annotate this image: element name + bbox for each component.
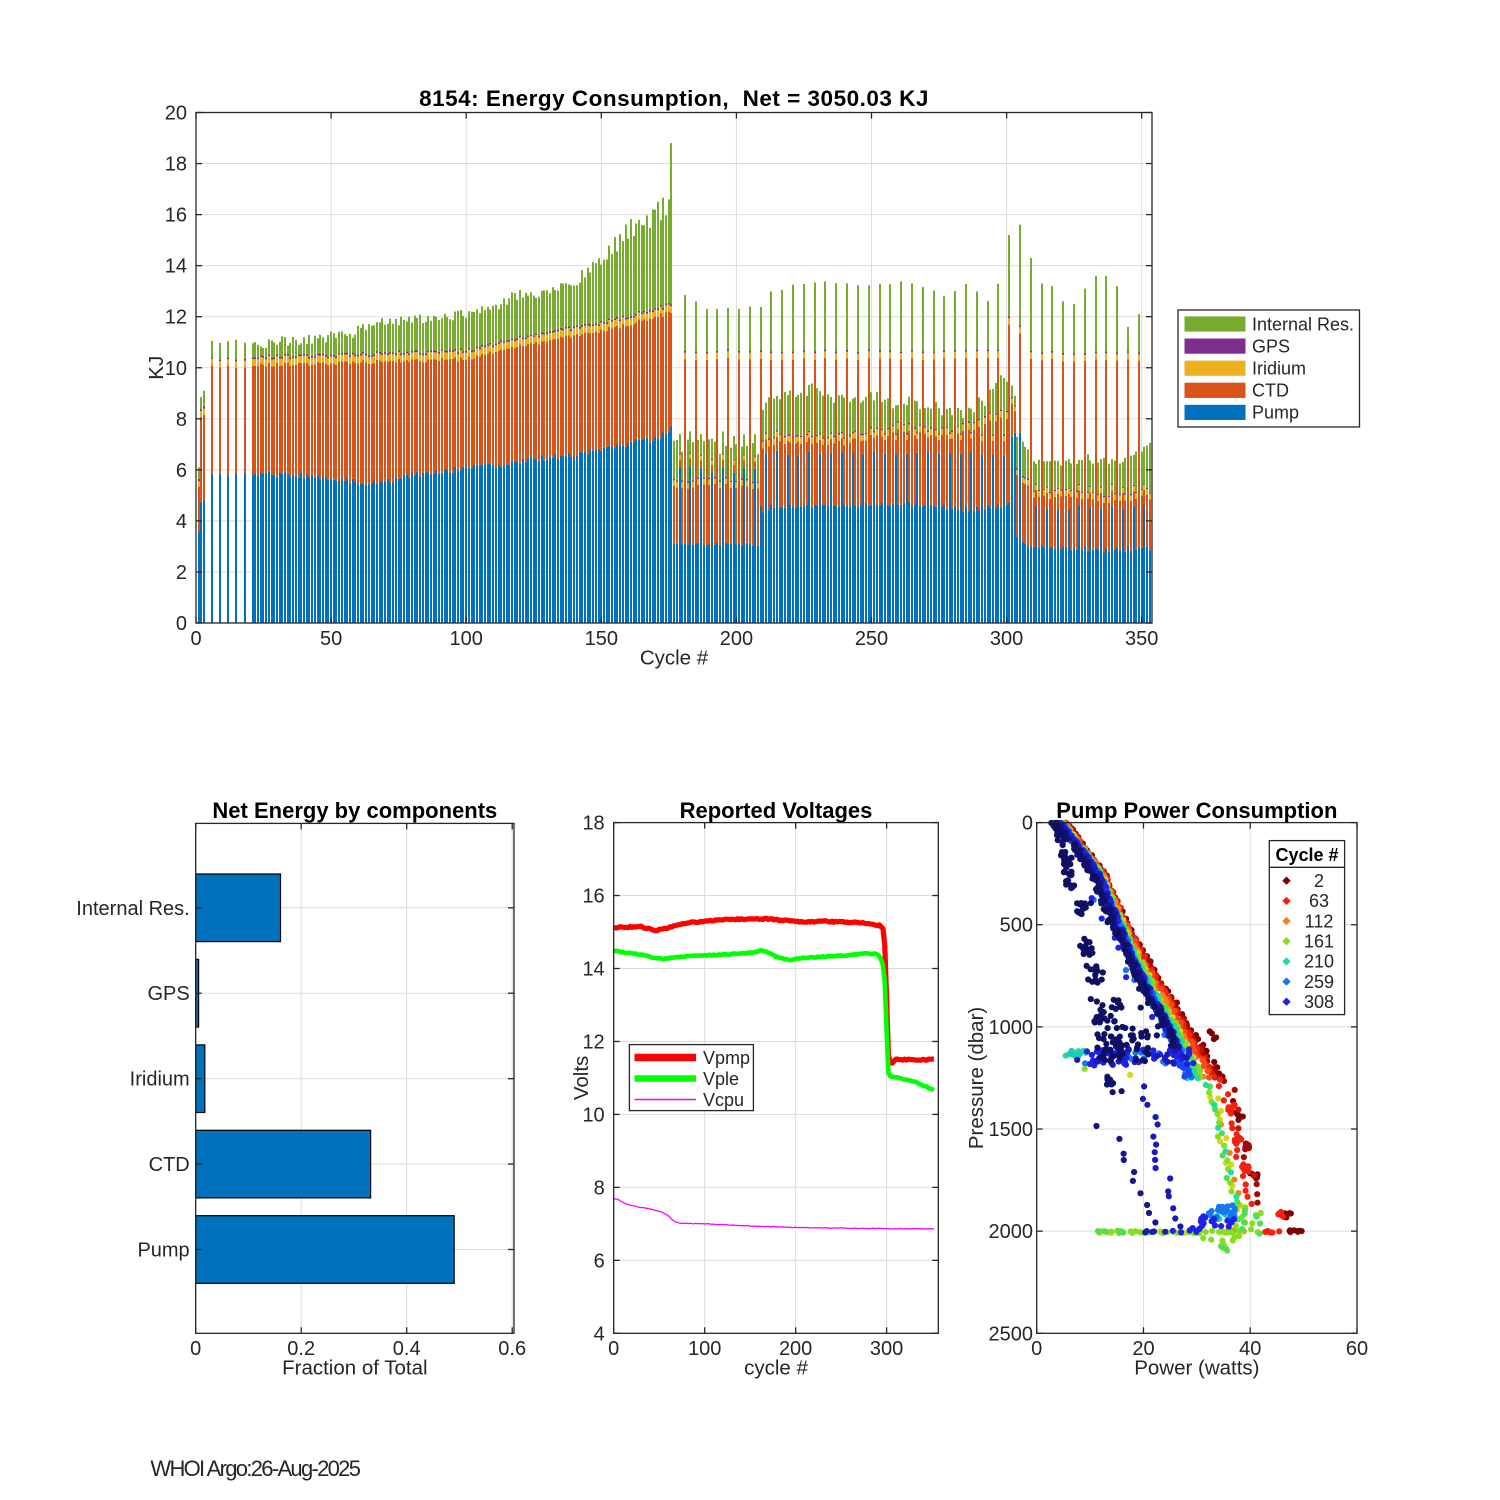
- svg-text:210: 210: [1304, 952, 1334, 972]
- svg-text:60: 60: [1346, 1338, 1368, 1360]
- svg-text:2: 2: [1314, 871, 1324, 891]
- svg-text:308: 308: [1304, 992, 1334, 1012]
- svg-text:0: 0: [608, 1338, 619, 1360]
- svg-text:2: 2: [176, 562, 187, 584]
- svg-text:Vple: Vple: [703, 1069, 739, 1089]
- svg-text:2000: 2000: [989, 1221, 1034, 1243]
- svg-text:500: 500: [1000, 915, 1033, 937]
- svg-text:40: 40: [1239, 1338, 1261, 1360]
- svg-text:20: 20: [1132, 1338, 1154, 1360]
- svg-text:Cycle #: Cycle #: [1275, 845, 1338, 865]
- svg-text:250: 250: [855, 628, 888, 650]
- svg-text:0: 0: [190, 1338, 201, 1360]
- svg-text:200: 200: [779, 1338, 812, 1360]
- svg-text:10: 10: [582, 1104, 604, 1126]
- svg-text:6: 6: [594, 1250, 605, 1272]
- svg-text:KJ: KJ: [145, 356, 168, 380]
- svg-text:Pump: Pump: [137, 1240, 189, 1262]
- svg-text:Iridium: Iridium: [1252, 359, 1306, 379]
- svg-text:63: 63: [1309, 891, 1329, 911]
- svg-text:0: 0: [1022, 813, 1033, 835]
- svg-text:112: 112: [1305, 911, 1334, 931]
- svg-text:1500: 1500: [989, 1119, 1034, 1141]
- svg-text:Pump Power Consumption: Pump Power Consumption: [1056, 798, 1337, 823]
- svg-text:GPS: GPS: [1252, 336, 1290, 356]
- svg-text:cycle #: cycle #: [744, 1356, 808, 1379]
- svg-text:0.6: 0.6: [498, 1338, 526, 1360]
- svg-text:8: 8: [594, 1177, 605, 1199]
- svg-text:12: 12: [165, 307, 187, 329]
- svg-text:10: 10: [165, 358, 187, 380]
- svg-text:Vpmp: Vpmp: [703, 1048, 750, 1068]
- svg-text:6: 6: [176, 460, 187, 482]
- svg-text:14: 14: [165, 256, 187, 278]
- svg-text:CTD: CTD: [149, 1154, 190, 1176]
- svg-text:150: 150: [585, 628, 618, 650]
- svg-text:14: 14: [582, 959, 604, 981]
- svg-text:Reported Voltages: Reported Voltages: [680, 798, 873, 823]
- svg-text:18: 18: [165, 154, 187, 176]
- svg-text:Power (watts): Power (watts): [1134, 1356, 1259, 1379]
- svg-text:CTD: CTD: [1252, 381, 1289, 401]
- svg-text:12: 12: [582, 1031, 604, 1053]
- svg-text:300: 300: [870, 1338, 903, 1360]
- svg-text:4: 4: [176, 511, 187, 533]
- svg-text:8: 8: [176, 409, 187, 431]
- svg-text:Vcpu: Vcpu: [703, 1090, 744, 1110]
- svg-text:300: 300: [990, 628, 1023, 650]
- svg-text:Iridium: Iridium: [130, 1069, 190, 1091]
- svg-text:Net Energy by components: Net Energy by components: [212, 798, 497, 823]
- svg-text:18: 18: [582, 813, 604, 835]
- svg-text:Internal Res.: Internal Res.: [76, 898, 189, 920]
- svg-text:Fraction of Total: Fraction of Total: [282, 1356, 427, 1379]
- svg-text:1000: 1000: [989, 1017, 1034, 1039]
- svg-text:0: 0: [176, 613, 187, 635]
- svg-text:GPS: GPS: [147, 983, 189, 1005]
- svg-text:8154: Energy Consumption, Net: 8154: Energy Consumption, Net = 3050.03 …: [419, 86, 929, 111]
- svg-text:0.2: 0.2: [287, 1338, 315, 1360]
- svg-text:2500: 2500: [989, 1323, 1034, 1345]
- svg-text:50: 50: [320, 628, 342, 650]
- svg-text:4: 4: [594, 1323, 605, 1345]
- svg-text:0.4: 0.4: [393, 1338, 421, 1360]
- svg-text:Pressure (dbar): Pressure (dbar): [965, 1007, 988, 1149]
- svg-text:350: 350: [1125, 628, 1158, 650]
- svg-text:Internal Res.: Internal Res.: [1252, 314, 1354, 334]
- svg-text:100: 100: [450, 628, 483, 650]
- svg-text:16: 16: [165, 205, 187, 227]
- svg-text:100: 100: [688, 1338, 721, 1360]
- svg-text:161: 161: [1304, 932, 1334, 952]
- svg-text:20: 20: [165, 103, 187, 125]
- svg-text:259: 259: [1304, 972, 1334, 992]
- svg-text:WHOI Argo:26-Aug-2025: WHOI Argo:26-Aug-2025: [150, 1456, 360, 1481]
- svg-text:Cycle #: Cycle #: [640, 647, 709, 670]
- svg-text:0: 0: [190, 628, 201, 650]
- svg-text:0: 0: [1031, 1338, 1042, 1360]
- svg-text:200: 200: [720, 628, 753, 650]
- svg-text:Pump: Pump: [1252, 403, 1299, 423]
- svg-text:16: 16: [582, 886, 604, 908]
- svg-text:Volts: Volts: [570, 1056, 593, 1100]
